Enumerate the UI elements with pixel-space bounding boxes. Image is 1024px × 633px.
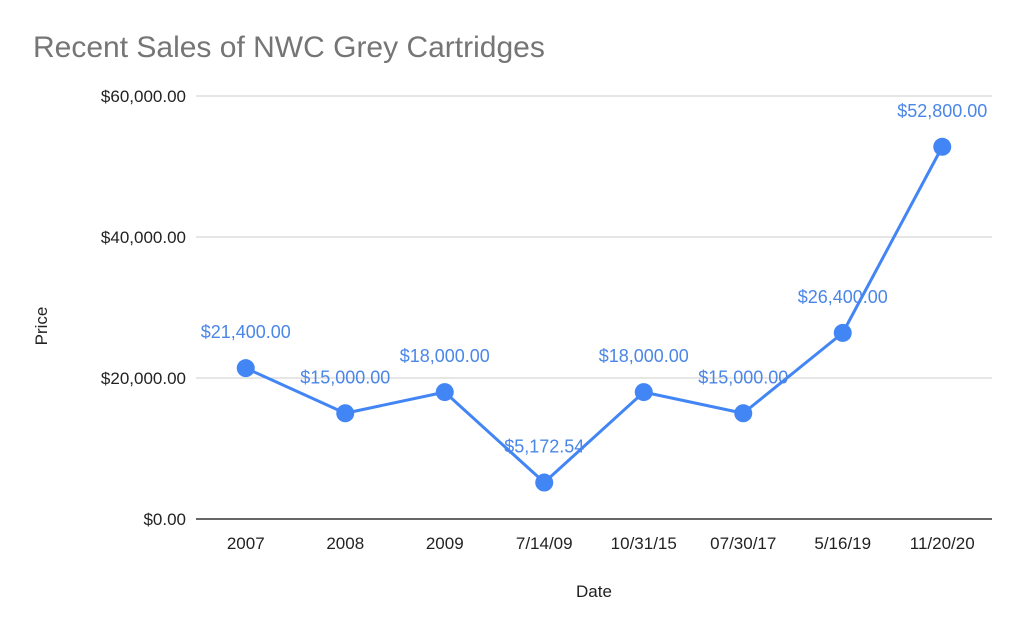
data-point [734, 404, 753, 423]
data-label: $5,172.54 [504, 437, 584, 457]
data-labels: $21,400.00 $15,000.00 $18,000.00 $5,172.54 $… [201, 101, 988, 457]
data-point [236, 359, 255, 378]
data-label: $15,000.00 [300, 367, 390, 387]
y-tick-label: $40,000.00 [101, 228, 186, 247]
y-axis-title: Price [32, 307, 51, 346]
data-point [535, 473, 554, 492]
x-tick-label: 2009 [426, 534, 464, 553]
x-tick-label: 2008 [326, 534, 364, 553]
data-point [933, 137, 952, 156]
data-label: $18,000.00 [599, 346, 689, 366]
data-points [236, 137, 952, 492]
x-tick-label: 5/16/19 [814, 534, 871, 553]
data-point [435, 383, 454, 402]
x-tick-label: 07/30/17 [710, 534, 776, 553]
data-label: $18,000.00 [400, 346, 490, 366]
x-tick-label: 11/20/20 [910, 534, 975, 553]
data-point [336, 404, 355, 423]
y-axis-ticks: $0.00 $20,000.00 $40,000.00 $60,000.00 [101, 87, 186, 529]
x-tick-label: 7/14/09 [516, 534, 573, 553]
data-label: $15,000.00 [698, 367, 788, 387]
data-label: $21,400.00 [201, 322, 291, 342]
data-label: $26,400.00 [798, 287, 888, 307]
x-tick-label: 2007 [227, 534, 265, 553]
x-axis-title: Date [576, 582, 612, 601]
data-label: $52,800.00 [897, 101, 987, 121]
x-axis-ticks: 2007 2008 2009 7/14/09 10/31/15 07/30/17 5/16/… [227, 534, 975, 553]
y-tick-label: $20,000.00 [101, 369, 186, 388]
y-tick-label: $60,000.00 [101, 87, 186, 106]
y-tick-label: $0.00 [143, 510, 186, 529]
x-tick-label: 10/31/15 [611, 534, 677, 553]
data-point [833, 323, 852, 342]
series-line [245, 146, 944, 485]
gridlines [196, 95, 992, 379]
data-point [634, 383, 653, 402]
chart-title: Recent Sales of NWC Grey Cartridges [33, 31, 545, 64]
